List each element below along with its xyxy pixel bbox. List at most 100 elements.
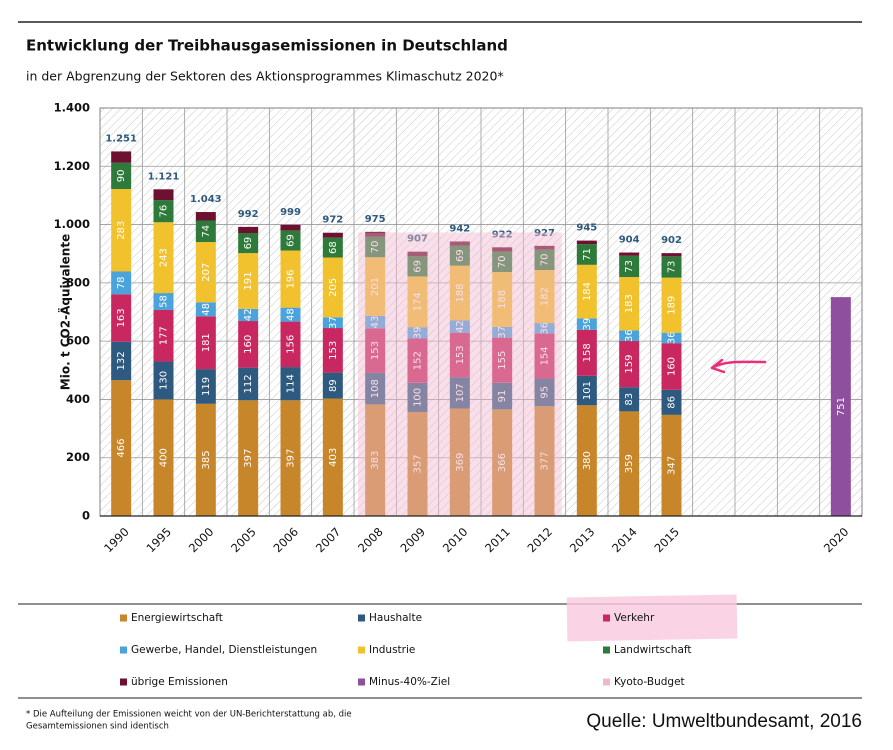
bar-segment: [576, 318, 597, 330]
bar-segment: [111, 151, 132, 163]
segment-label: 156: [286, 335, 297, 354]
bar-segment: [492, 251, 513, 273]
legend-swatch: [120, 614, 127, 622]
total-label: 999: [280, 207, 301, 218]
segment-label: 108: [370, 379, 381, 398]
bar-segment: [619, 340, 640, 388]
bar-segment: [449, 320, 470, 333]
bar-segment: [153, 399, 174, 516]
bar-segment: [407, 411, 428, 516]
bar-segment: [195, 212, 216, 221]
bar-segment: [195, 220, 216, 243]
segment-label: 48: [201, 303, 212, 316]
bar-segment: [238, 233, 259, 254]
segment-label: 397: [243, 449, 254, 468]
segment-label: 357: [413, 454, 424, 473]
segment-label: 76: [159, 205, 170, 218]
total-label: 942: [449, 223, 470, 234]
legend-swatch: [358, 646, 365, 654]
bar-segment: [365, 231, 386, 237]
segment-label: 83: [624, 393, 635, 406]
segment-label: 403: [328, 448, 339, 467]
total-label: 904: [619, 235, 640, 246]
bar-segment: [407, 382, 428, 412]
segment-label: 69: [413, 260, 424, 273]
segment-label: 58: [159, 295, 170, 308]
bar-segment: [280, 250, 301, 308]
bar-segment: [407, 276, 428, 328]
segment-label: 70: [497, 256, 508, 269]
segment-label: 188: [455, 284, 466, 303]
segment-label: 43: [370, 316, 381, 329]
segment-label: 73: [667, 261, 678, 274]
legend-label: Verkehr: [614, 612, 655, 624]
bar-segment: [238, 400, 259, 516]
segment-label: 380: [582, 451, 593, 470]
segment-label: 181: [201, 333, 212, 352]
total-label: 972: [322, 215, 343, 226]
bar-segment: [111, 271, 132, 295]
y-tick-label: 600: [66, 334, 90, 348]
segment-label: 69: [286, 234, 297, 247]
bar-segment: [280, 321, 301, 368]
bar-segment: [322, 237, 343, 258]
bar-segment: [576, 244, 597, 265]
segment-label: 283: [116, 221, 127, 240]
bar-segment: [238, 367, 259, 401]
segment-label: 37: [497, 326, 508, 339]
segment-label: 91: [497, 390, 508, 403]
segment-label: 48: [286, 308, 297, 321]
bar-segment: [449, 265, 470, 321]
total-label: 992: [238, 209, 259, 220]
bar-segment: [661, 332, 682, 344]
bar-segment: [449, 241, 470, 246]
segment-label: 366: [497, 453, 508, 472]
segment-label: 153: [455, 345, 466, 364]
segment-label: 42: [243, 309, 254, 322]
segment-label: 383: [370, 451, 381, 470]
segment-label: 369: [455, 453, 466, 472]
chart-subtitle: in der Abgrenzung der Sektoren des Aktio…: [26, 69, 504, 84]
bar-segment: [534, 245, 555, 250]
source: Quelle: Umweltbundesamt, 2016: [586, 711, 862, 732]
segment-label: 95: [540, 386, 551, 399]
bar-segment: [492, 272, 513, 327]
segment-label: 130: [159, 371, 170, 390]
bar-segment: [280, 224, 301, 231]
bar-segment: [449, 408, 470, 516]
legend-label: Minus-40%-Ziel: [369, 676, 450, 688]
bar-segment: [407, 338, 428, 383]
segment-label: 73: [624, 260, 635, 273]
segment-label: 114: [286, 374, 297, 393]
segment-label: 119: [201, 377, 212, 396]
bar-segment: [576, 240, 597, 245]
arrow-annotation: [710, 358, 767, 374]
segment-label: 90: [116, 170, 127, 183]
segment-label: 397: [286, 449, 297, 468]
bar-segment: [322, 257, 343, 318]
segment-label: 191: [243, 271, 254, 290]
segment-label: 160: [243, 335, 254, 354]
segment-label: 160: [667, 357, 678, 376]
segment-label: 158: [582, 343, 593, 362]
segment-label: 154: [540, 346, 551, 365]
segment-label: 101: [582, 381, 593, 400]
bar-segment: [195, 316, 216, 370]
bar-segment: [365, 236, 386, 258]
segment-label: 155: [497, 351, 508, 370]
bar-segment: [619, 330, 640, 341]
segment-label: 207: [201, 263, 212, 282]
legend-label: Kyoto-Budget: [614, 676, 685, 688]
bar-segment: [407, 256, 428, 277]
bar-segment: [111, 341, 132, 381]
bar-segment: [322, 232, 343, 238]
segment-label: 39: [413, 326, 424, 339]
segment-label: 100: [413, 388, 424, 407]
segment-label: 74: [201, 225, 212, 238]
bar-segment: [619, 252, 640, 256]
kyoto-budget: [358, 232, 562, 516]
y-tick-label: 1.000: [54, 217, 90, 231]
segment-label: 177: [159, 326, 170, 345]
bar-segment: [195, 369, 216, 404]
